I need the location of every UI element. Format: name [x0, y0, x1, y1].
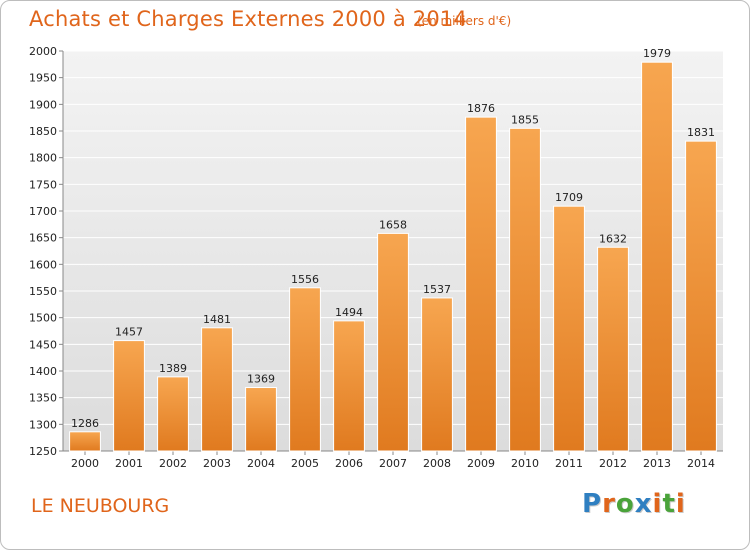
data-label: 1876 [467, 102, 495, 115]
x-tick-label: 2003 [203, 457, 231, 470]
data-labels: 1286 1457 1389 1481 1369 1556 1494 1658 1537 1876… [71, 47, 715, 430]
data-label: 1556 [291, 273, 319, 286]
bar [421, 297, 453, 452]
y-tick-label: 1450 [29, 338, 57, 351]
bar [641, 61, 673, 452]
logo-letter: P [582, 489, 603, 519]
data-label: 1457 [115, 326, 143, 339]
logo-letter: o [615, 489, 635, 519]
bar [333, 320, 365, 452]
y-tick-label: 2000 [29, 45, 57, 58]
bar [113, 340, 145, 452]
y-tick-label: 1250 [29, 445, 57, 458]
y-tick-label: 1300 [29, 418, 57, 431]
x-tick-label: 2008 [423, 457, 451, 470]
x-tick-label: 2002 [159, 457, 187, 470]
data-label: 1369 [247, 373, 275, 386]
y-tick-label: 1700 [29, 205, 57, 218]
y-tick-label: 1800 [29, 152, 57, 165]
y-axis: 1250 1300 1350 1400 1450 1500 1550 1600 1650 1700… [29, 45, 64, 458]
y-tick-label: 1400 [29, 365, 57, 378]
chart-title: Achats et Charges Externes 2000 à 2014 [29, 7, 468, 31]
bar [289, 287, 321, 452]
x-tick-label: 2011 [555, 457, 583, 470]
x-tick-label: 2004 [247, 457, 275, 470]
y-tick-label: 1750 [29, 178, 57, 191]
bar [201, 327, 233, 452]
bar [597, 246, 629, 452]
x-tick-label: 2014 [687, 457, 715, 470]
data-label: 1831 [687, 126, 715, 139]
logo-letter: i [675, 489, 686, 519]
bar [465, 116, 497, 452]
x-tick-label: 2012 [599, 457, 627, 470]
data-label: 1979 [643, 47, 671, 60]
y-tick-label: 1550 [29, 285, 57, 298]
data-label: 1494 [335, 306, 363, 319]
data-label: 1855 [511, 113, 539, 126]
logo-letter: x [634, 489, 653, 519]
data-label: 1481 [203, 313, 231, 326]
logo-letter: t [662, 489, 676, 519]
bars [69, 61, 717, 452]
y-tick-label: 1350 [29, 392, 57, 405]
x-tick-label: 2001 [115, 457, 143, 470]
y-tick-label: 1850 [29, 125, 57, 138]
bar [69, 431, 101, 452]
bar [553, 205, 585, 452]
x-tick-label: 2009 [467, 457, 495, 470]
y-tick-label: 1950 [29, 72, 57, 85]
bar [509, 127, 541, 452]
y-tick-label: 1900 [29, 98, 57, 111]
x-tick-label: 2000 [71, 457, 99, 470]
logo-letter: r [602, 489, 616, 519]
chart-subtitle: (en milliers d'€) [417, 14, 512, 28]
location-label: LE NEUBOURG [31, 495, 170, 517]
data-label: 1537 [423, 283, 451, 296]
proxiti-logo: Proxiti [582, 489, 686, 519]
x-tick-label: 2006 [335, 457, 363, 470]
x-tick-label: 2007 [379, 457, 407, 470]
data-label: 1286 [71, 417, 99, 430]
x-tick-label: 2013 [643, 457, 671, 470]
y-tick-label: 1650 [29, 232, 57, 245]
logo-letter: i [652, 489, 663, 519]
data-label: 1389 [159, 362, 187, 375]
x-axis: 2000 2001 2002 2003 2004 2005 2006 2007 2008 2009… [63, 450, 723, 470]
bar [245, 387, 277, 452]
x-tick-label: 2010 [511, 457, 539, 470]
y-tick-label: 1600 [29, 258, 57, 271]
x-tick-label: 2005 [291, 457, 319, 470]
data-label: 1709 [555, 191, 583, 204]
data-label: 1632 [599, 232, 627, 245]
bar [157, 376, 189, 452]
data-label: 1658 [379, 218, 407, 231]
y-tick-label: 1500 [29, 312, 57, 325]
bar [377, 232, 409, 452]
bar [685, 140, 717, 452]
